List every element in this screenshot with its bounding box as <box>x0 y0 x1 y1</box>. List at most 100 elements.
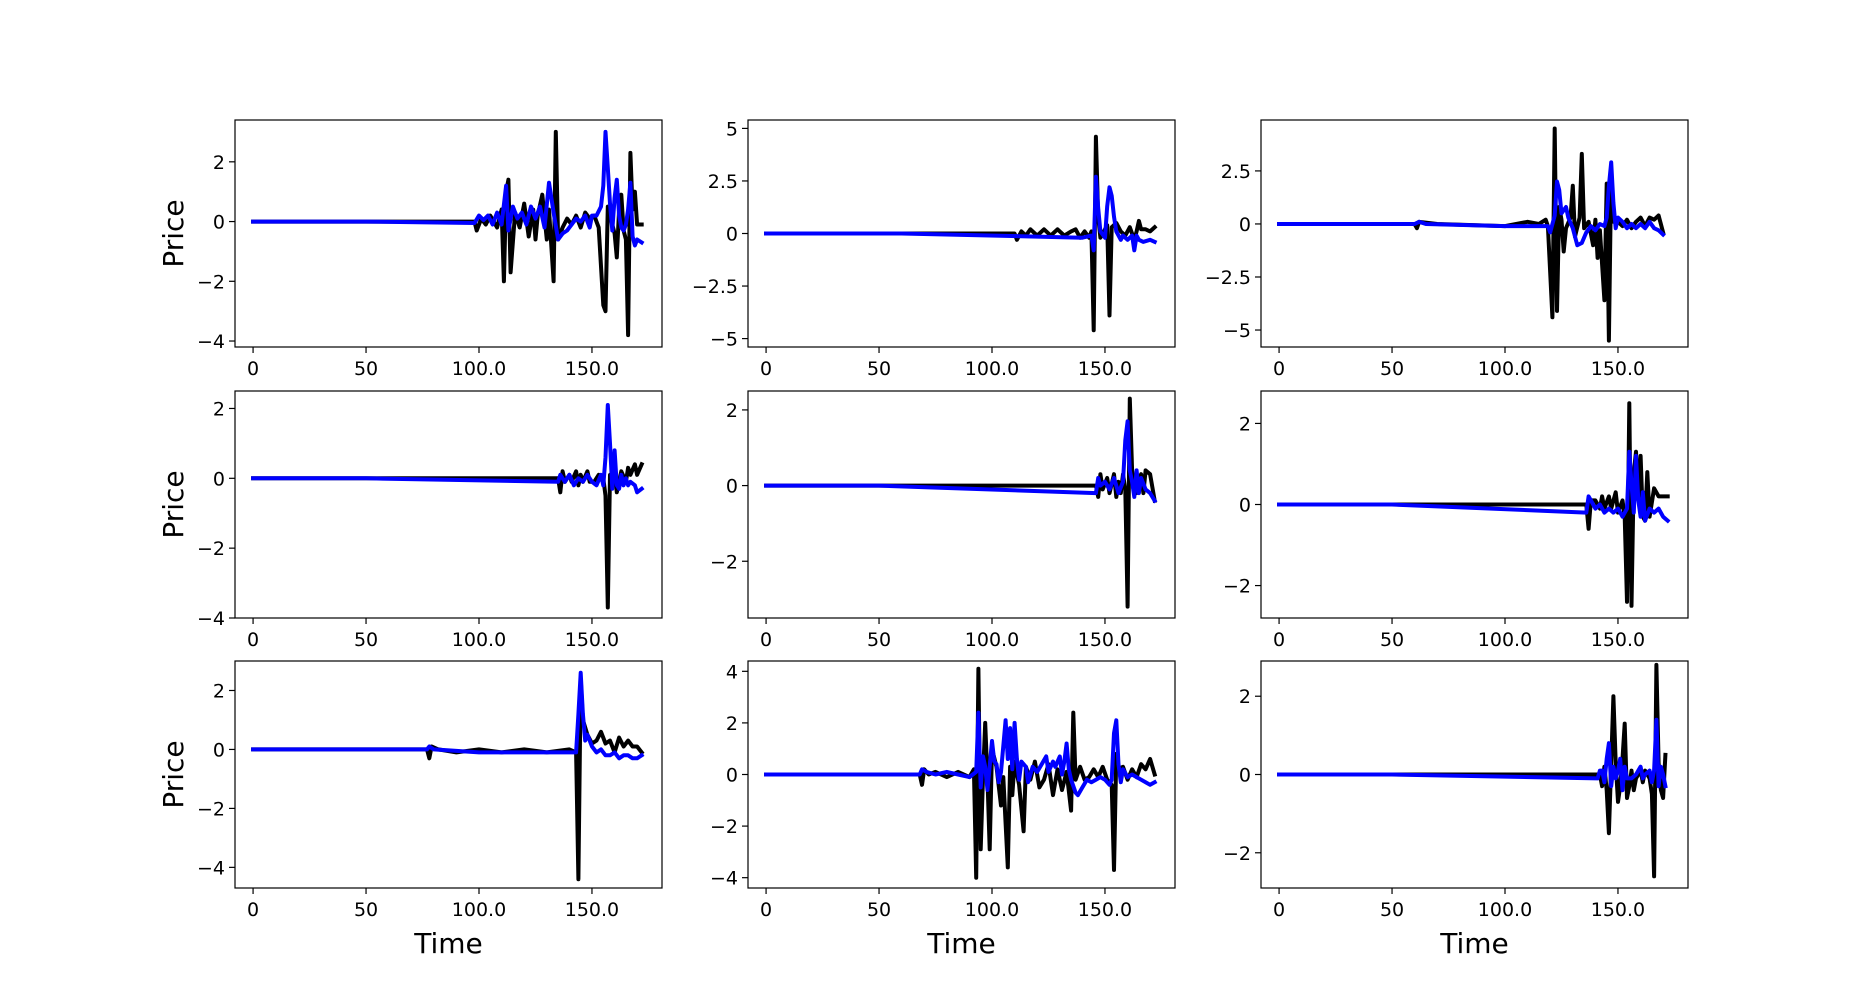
y-tick-label: 0 <box>1239 214 1251 236</box>
subplot-1: 0 50 100.0 150.0 −4 −2 0 2 Price <box>157 119 663 380</box>
x-tick-label: 150.0 <box>565 899 619 921</box>
x-tick-label: 100.0 <box>452 629 506 651</box>
subplot-3: 0 50 100.0 150.0 −5 −2.5 0 2.5 <box>1205 119 1689 380</box>
y-tick-label: −5 <box>710 329 738 351</box>
series-line-blue <box>1277 449 1671 524</box>
x-tick-label: 50 <box>1380 358 1404 380</box>
x-tick-label: 150.0 <box>1078 899 1132 921</box>
x-tick-label: 150.0 <box>1078 629 1132 651</box>
subplot-7: 0 50 100.0 150.0 −4 −2 0 2 Price Time <box>157 660 663 960</box>
series-line-blue <box>251 403 645 495</box>
y-tick-label: 2.5 <box>708 171 738 193</box>
x-tick-label: 0 <box>247 629 259 651</box>
y-tick-label: 2 <box>213 680 225 702</box>
x-tick-label: 0 <box>1273 358 1285 380</box>
x-tick-label: 0 <box>760 899 772 921</box>
x-axis-label: Time <box>1439 927 1509 960</box>
x-tick-label: 50 <box>354 899 378 921</box>
x-tick-label: 50 <box>867 358 891 380</box>
subplot-4: 0 50 100.0 150.0 −4 −2 0 2 Price <box>157 390 663 651</box>
x-tick-label: 100.0 <box>1478 629 1532 651</box>
y-tick-label: 2 <box>1239 413 1251 435</box>
y-tick-label: 2 <box>726 713 738 735</box>
x-axis-label: Time <box>413 927 483 960</box>
y-tick-label: −4 <box>710 868 738 890</box>
y-tick-label: 2 <box>213 152 225 174</box>
y-tick-label: −5 <box>1223 320 1251 342</box>
y-tick-label: −2 <box>197 271 225 293</box>
y-tick-label: 5 <box>726 118 738 140</box>
x-tick-label: 100.0 <box>452 899 506 921</box>
x-tick-label: 100.0 <box>1478 358 1532 380</box>
y-tick-label: 0 <box>1239 495 1251 517</box>
y-tick-label: 0 <box>213 739 225 761</box>
series-line-black <box>1277 662 1668 879</box>
y-tick-label: 4 <box>726 661 738 683</box>
y-tick-label: −2 <box>197 538 225 560</box>
y-tick-label: 0 <box>726 224 738 246</box>
x-tick-label: 150.0 <box>1591 629 1645 651</box>
x-tick-label: 100.0 <box>965 899 1019 921</box>
x-tick-label: 0 <box>1273 899 1285 921</box>
axes-frame <box>747 390 1176 619</box>
y-tick-label: 0 <box>213 468 225 490</box>
x-tick-label: 100.0 <box>965 358 1019 380</box>
series-line-blue <box>1277 717 1668 793</box>
subplot-6: 0 50 100.0 150.0 −2 0 2 <box>1223 390 1689 651</box>
axes-frame <box>1260 119 1689 348</box>
y-tick-label: −2.5 <box>692 276 738 298</box>
series-line-blue <box>764 419 1158 504</box>
y-tick-label: −2 <box>710 816 738 838</box>
subplot-5: 0 50 100.0 150.0 −2 0 2 <box>710 390 1176 651</box>
x-tick-label: 100.0 <box>965 629 1019 651</box>
x-tick-label: 0 <box>760 358 772 380</box>
x-tick-label: 0 <box>1273 629 1285 651</box>
y-tick-label: 2 <box>213 398 225 420</box>
y-tick-label: −4 <box>197 608 225 630</box>
x-tick-label: 150.0 <box>565 629 619 651</box>
y-axis-label: Price <box>157 470 190 538</box>
x-tick-label: 100.0 <box>1478 899 1532 921</box>
subplot-9: 0 50 100.0 150.0 −2 0 2 Time <box>1223 660 1689 960</box>
x-tick-label: 150.0 <box>1078 358 1132 380</box>
y-tick-label: 0 <box>1239 765 1251 787</box>
axes-frame <box>234 119 663 348</box>
y-tick-label: 2.5 <box>1221 161 1251 183</box>
x-tick-label: 50 <box>867 899 891 921</box>
y-tick-label: 0 <box>213 212 225 234</box>
x-tick-label: 50 <box>1380 899 1404 921</box>
y-tick-label: −4 <box>197 331 225 353</box>
y-tick-label: 2 <box>726 400 738 422</box>
y-tick-label: 2 <box>1239 686 1251 708</box>
y-tick-label: −2 <box>1223 576 1251 598</box>
x-tick-label: 50 <box>354 358 378 380</box>
y-tick-label: −2 <box>710 551 738 573</box>
axes-frame <box>234 660 663 889</box>
axes-frame <box>234 390 663 619</box>
x-tick-label: 0 <box>247 358 259 380</box>
y-tick-label: −4 <box>197 857 225 879</box>
x-tick-label: 150.0 <box>565 358 619 380</box>
y-axis-label: Price <box>157 740 190 808</box>
y-tick-label: −2 <box>197 798 225 820</box>
subplot-2: 0 50 100.0 150.0 −5 −2.5 0 2.5 5 <box>692 118 1176 380</box>
series-line-blue <box>251 129 645 248</box>
y-tick-label: 0 <box>726 476 738 498</box>
series-line-black <box>764 666 1158 880</box>
y-tick-label: −2 <box>1223 843 1251 865</box>
y-tick-label: −2.5 <box>1205 267 1251 289</box>
x-tick-label: 50 <box>867 629 891 651</box>
x-tick-label: 50 <box>354 629 378 651</box>
x-axis-label: Time <box>926 927 996 960</box>
y-tick-label: 0 <box>726 765 738 787</box>
series-line-blue <box>764 174 1158 253</box>
x-tick-label: 150.0 <box>1591 358 1645 380</box>
x-tick-label: 50 <box>1380 629 1404 651</box>
x-tick-label: 0 <box>760 629 772 651</box>
series-line-blue <box>764 710 1158 798</box>
subplot-8: 0 50 100.0 150.0 −4 −2 0 2 4 Time <box>710 660 1176 960</box>
series-line-blue <box>251 670 645 761</box>
x-tick-label: 100.0 <box>452 358 506 380</box>
